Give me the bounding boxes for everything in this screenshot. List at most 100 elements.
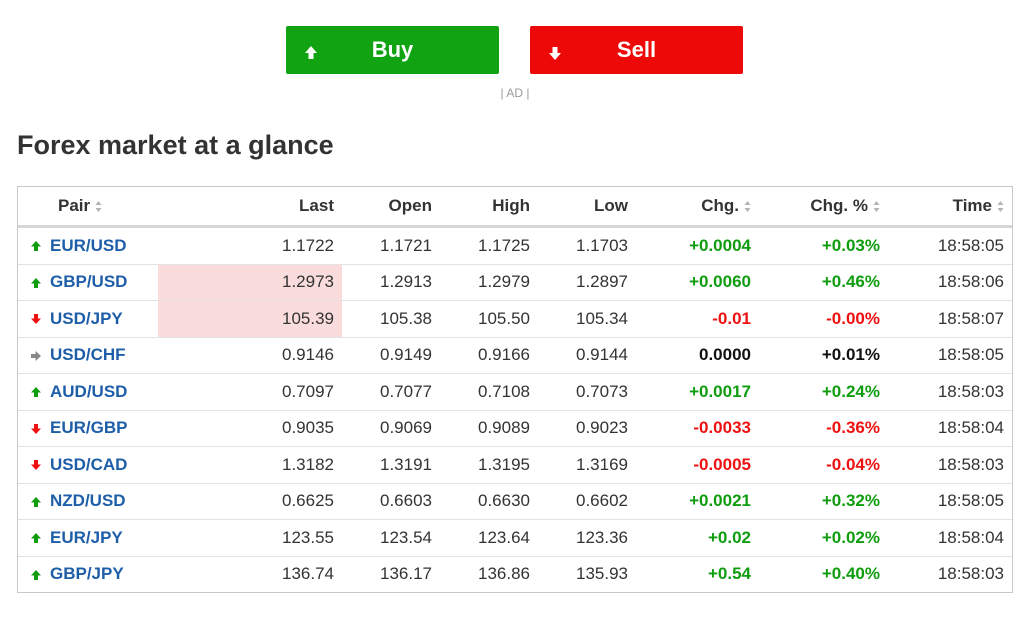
pair-link[interactable]: EUR/USD bbox=[50, 235, 127, 255]
sell-button-label: Sell bbox=[616, 37, 657, 62]
change-cell: +0.0017 bbox=[636, 373, 759, 411]
last-cell: 136.74 bbox=[282, 564, 334, 584]
column-header-label: Low bbox=[594, 196, 628, 215]
time-cell: 18:58:06 bbox=[888, 264, 1012, 301]
last-cell: 0.6625 bbox=[158, 483, 342, 520]
change-cell: +0.0021 bbox=[636, 483, 759, 520]
open-cell: 0.7077 bbox=[342, 373, 440, 411]
column-header-pair[interactable]: Pair bbox=[18, 187, 158, 228]
column-header-time[interactable]: Time bbox=[888, 187, 1012, 228]
high-cell: 105.50 bbox=[440, 300, 538, 338]
column-header-label: Chg. % bbox=[810, 196, 868, 215]
forex-table-container: Pair Last Open High Low Chg. Chg. % Time… bbox=[17, 186, 1013, 593]
arrow-up-icon bbox=[31, 569, 41, 580]
buy-button[interactable]: Buy bbox=[286, 26, 499, 74]
change-percent-cell: +0.01% bbox=[759, 337, 888, 374]
change-percent-cell: +0.32% bbox=[759, 483, 888, 520]
open-cell: 1.1721 bbox=[342, 226, 440, 265]
pair-link[interactable]: GBP/USD bbox=[50, 272, 128, 292]
time-cell: 18:58:03 bbox=[888, 373, 1012, 411]
last-cell: 1.2973 bbox=[158, 264, 342, 301]
high-cell: 0.7108 bbox=[440, 373, 538, 411]
low-cell: 0.6602 bbox=[538, 483, 636, 520]
high-cell: 0.9089 bbox=[440, 410, 538, 447]
column-header-label: Open bbox=[388, 196, 432, 215]
open-cell: 0.9149 bbox=[342, 337, 440, 374]
pair-link[interactable]: EUR/JPY bbox=[50, 527, 123, 547]
change-cell: -0.0005 bbox=[636, 446, 759, 484]
last-cell: 0.9035 bbox=[158, 410, 342, 447]
time-cell: 18:58:03 bbox=[937, 564, 1004, 584]
pair-cell: EUR/GBP bbox=[18, 410, 158, 447]
change-percent-cell: +0.40% bbox=[821, 564, 880, 584]
change-cell: 0.0000 bbox=[636, 337, 759, 374]
high-cell: 0.9166 bbox=[440, 337, 538, 374]
table-row: USD/JPY 105.39 105.38 105.50 105.34 -0.01 -0.0… bbox=[18, 300, 1012, 338]
high-cell: 0.6630 bbox=[440, 483, 538, 520]
sort-icon bbox=[95, 201, 102, 213]
pair-cell: EUR/JPY bbox=[18, 519, 158, 557]
forex-table: Pair Last Open High Low Chg. Chg. % Time… bbox=[18, 187, 1012, 592]
table-row: EUR/GBP 0.9035 0.9069 0.9089 0.9023 -0.0033 -0… bbox=[18, 410, 1012, 447]
column-header-label: Last bbox=[299, 196, 334, 215]
table-row: GBP/USD 1.2973 1.2913 1.2979 1.2897 +0.0060 +0… bbox=[18, 264, 1012, 301]
table-row: AUD/USD 0.7097 0.7077 0.7108 0.7073 +0.0017 +0… bbox=[18, 373, 1012, 411]
pair-link[interactable]: NZD/USD bbox=[50, 491, 126, 511]
column-header-open: Open bbox=[342, 187, 440, 228]
change-cell: +0.0004 bbox=[636, 226, 759, 265]
table-row: NZD/USD 0.6625 0.6603 0.6630 0.6602 +0.0021 +0… bbox=[18, 483, 1012, 520]
pair-link[interactable]: EUR/GBP bbox=[50, 418, 128, 438]
pair-cell: AUD/USD bbox=[18, 373, 158, 411]
arrow-right-icon bbox=[31, 350, 41, 361]
pair-link[interactable]: USD/CHF bbox=[50, 345, 126, 365]
open-cell: 0.6603 bbox=[342, 483, 440, 520]
high-cell: 1.2979 bbox=[440, 264, 538, 301]
change-cell: +0.0060 bbox=[636, 264, 759, 301]
low-cell: 0.9144 bbox=[538, 337, 636, 374]
low-cell: 0.7073 bbox=[538, 373, 636, 411]
arrow-down-icon bbox=[31, 460, 41, 471]
time-cell: 18:58:03 bbox=[888, 446, 1012, 484]
last-cell: 123.55 bbox=[158, 519, 342, 557]
column-header-chg-pct[interactable]: Chg. % bbox=[759, 187, 888, 228]
pair-link[interactable]: GBP/JPY bbox=[50, 564, 124, 584]
open-cell: 105.38 bbox=[342, 300, 440, 338]
table-row: USD/CAD 1.3182 1.3191 1.3195 1.3169 -0.0005 -0… bbox=[18, 446, 1012, 484]
low-cell: 105.34 bbox=[538, 300, 636, 338]
high-cell: 136.86 bbox=[478, 564, 530, 584]
high-cell: 1.1725 bbox=[440, 226, 538, 265]
time-cell: 18:58:04 bbox=[888, 410, 1012, 447]
open-cell: 0.9069 bbox=[342, 410, 440, 447]
arrow-up-icon bbox=[31, 241, 41, 252]
table-row: GBP/JPY 136.74 136.17 136.86 135.93 +0.54 +0.4… bbox=[18, 556, 1012, 592]
pair-cell: USD/JPY bbox=[18, 300, 158, 338]
low-cell: 1.3169 bbox=[538, 446, 636, 484]
change-cell: +0.02 bbox=[636, 519, 759, 557]
page-title: Forex market at a glance bbox=[17, 130, 334, 160]
column-header-label: Time bbox=[952, 196, 992, 215]
change-percent-cell: -0.00% bbox=[759, 300, 888, 338]
pair-link[interactable]: USD/CAD bbox=[50, 454, 128, 474]
column-header-last: Last bbox=[158, 187, 342, 228]
pair-cell: GBP/USD bbox=[18, 264, 158, 301]
last-cell: 0.7097 bbox=[158, 373, 342, 411]
column-header-high: High bbox=[440, 187, 538, 228]
last-cell: 0.9146 bbox=[158, 337, 342, 374]
arrow-up-icon bbox=[31, 387, 41, 398]
table-row: EUR/JPY 123.55 123.54 123.64 123.36 +0.02 +0.0… bbox=[18, 519, 1012, 557]
sell-button[interactable]: Sell bbox=[530, 26, 743, 74]
column-header-chg[interactable]: Chg. bbox=[636, 187, 759, 228]
last-cell: 1.1722 bbox=[158, 226, 342, 265]
arrow-down-icon bbox=[548, 41, 562, 60]
change-percent-cell: +0.03% bbox=[759, 226, 888, 265]
pair-link[interactable]: USD/JPY bbox=[50, 308, 123, 328]
low-cell: 0.9023 bbox=[538, 410, 636, 447]
low-cell: 135.93 bbox=[576, 564, 628, 584]
pair-cell: GBP/JPY bbox=[18, 556, 158, 592]
time-cell: 18:58:05 bbox=[888, 337, 1012, 374]
change-cell: -0.0033 bbox=[636, 410, 759, 447]
table-header-row: Pair Last Open High Low Chg. Chg. % Time bbox=[18, 187, 1012, 228]
pair-link[interactable]: AUD/USD bbox=[50, 381, 128, 401]
arrow-up-icon bbox=[31, 533, 41, 544]
pair-cell: EUR/USD bbox=[18, 226, 158, 265]
